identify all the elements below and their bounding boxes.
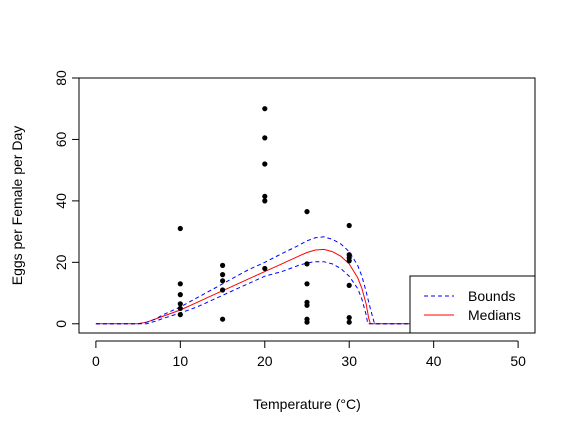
- legend-label-medians: Medians: [468, 307, 521, 323]
- y-tick-label: 20: [53, 254, 69, 270]
- data-point: [220, 316, 226, 322]
- y-tick-label: 40: [53, 193, 69, 209]
- x-tick-label: 50: [510, 353, 526, 369]
- points-layer: [177, 106, 352, 325]
- y-tick-label: 0: [53, 320, 69, 328]
- data-point: [177, 225, 183, 232]
- data-point: [262, 161, 268, 167]
- curve-medians: [95, 248, 519, 325]
- data-point: [177, 312, 183, 318]
- data-point: [346, 319, 352, 325]
- data-point: [346, 315, 352, 321]
- x-tick-label: 0: [92, 353, 100, 369]
- data-point: [304, 281, 310, 287]
- data-point: [177, 301, 183, 307]
- data-point: [304, 261, 310, 267]
- legend: Bounds Medians: [409, 275, 536, 334]
- y-tick-label: 60: [53, 131, 69, 147]
- data-point: [262, 265, 268, 272]
- data-point: [304, 302, 310, 308]
- data-point: [346, 222, 352, 229]
- data-point: [262, 198, 268, 204]
- legend-label-bounds: Bounds: [468, 288, 515, 304]
- data-point: [220, 262, 226, 268]
- y-axis: 0 20 40 60 80: [53, 70, 80, 328]
- data-point: [346, 258, 352, 264]
- data-point: [346, 282, 352, 288]
- data-point: [177, 292, 183, 298]
- legend-box: [409, 275, 536, 334]
- data-point: [177, 281, 183, 287]
- data-point: [220, 287, 226, 293]
- data-point: [262, 106, 268, 112]
- data-point: [304, 209, 310, 215]
- data-point: [177, 305, 183, 311]
- x-tick-label: 20: [257, 353, 273, 369]
- y-axis-title: Eggs per Female per Day: [9, 126, 25, 286]
- x-axis-title: Temperature (°C): [253, 396, 361, 412]
- x-tick-label: 30: [341, 353, 357, 369]
- data-point: [220, 278, 226, 284]
- data-point: [262, 193, 268, 199]
- data-point: [262, 135, 268, 141]
- curve-bounds: [95, 236, 519, 325]
- x-axis: 0 10 20 30 40 50: [92, 340, 526, 369]
- data-point: [304, 319, 310, 325]
- x-tick-label: 40: [426, 353, 442, 369]
- data-point: [220, 272, 226, 278]
- x-tick-label: 10: [173, 353, 189, 369]
- y-tick-label: 80: [53, 70, 69, 86]
